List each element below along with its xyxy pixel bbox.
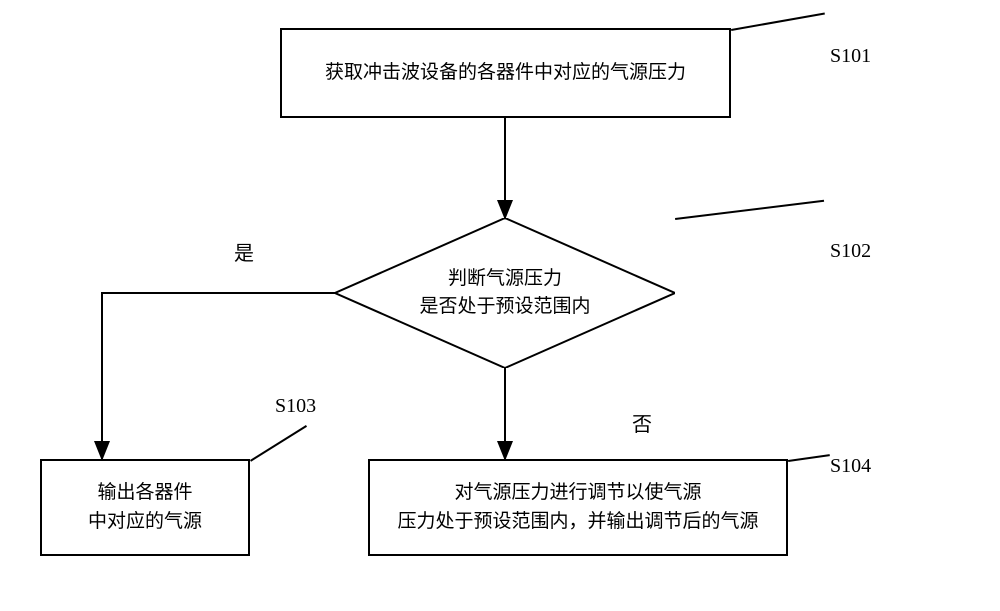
s104-line2: 压力处于预设范围内，并输出调节后的气源 bbox=[397, 511, 758, 532]
process-text: 获取冲击波设备的各器件中对应的气源压力 bbox=[325, 59, 686, 88]
step-label-s103: S103 bbox=[275, 395, 316, 418]
s103-line2: 中对应的气源 bbox=[88, 511, 202, 532]
edge-label-yes: 是 bbox=[234, 237, 254, 266]
decision-text: 判断气源压力 是否处于预设范围内 bbox=[419, 265, 590, 322]
s104-line1: 对气源压力进行调节以使气源 bbox=[454, 482, 701, 503]
arrow-s102-s103 bbox=[102, 293, 335, 459]
decision-line2: 是否处于预设范围内 bbox=[419, 296, 590, 317]
decision-line1: 判断气源压力 bbox=[448, 268, 562, 289]
leader-line-s101 bbox=[731, 13, 825, 31]
leader-line-s102 bbox=[675, 200, 824, 220]
step-label-s104: S104 bbox=[830, 455, 871, 478]
decision-diamond-s102: 判断气源压力 是否处于预设范围内 bbox=[335, 218, 675, 368]
process-box-s103: 输出各器件 中对应的气源 bbox=[40, 459, 250, 556]
leader-line-s104 bbox=[788, 454, 830, 462]
step-label-s101: S101 bbox=[830, 45, 871, 68]
leader-line-s103 bbox=[250, 425, 307, 462]
s103-line1: 输出各器件 bbox=[97, 482, 192, 503]
edge-label-no: 否 bbox=[632, 408, 652, 437]
process-text: 输出各器件 中对应的气源 bbox=[88, 479, 202, 536]
process-box-s104: 对气源压力进行调节以使气源 压力处于预设范围内，并输出调节后的气源 bbox=[368, 459, 788, 556]
process-box-s101: 获取冲击波设备的各器件中对应的气源压力 bbox=[280, 28, 731, 118]
step-label-s102: S102 bbox=[830, 240, 871, 263]
process-text: 对气源压力进行调节以使气源 压力处于预设范围内，并输出调节后的气源 bbox=[397, 479, 758, 536]
